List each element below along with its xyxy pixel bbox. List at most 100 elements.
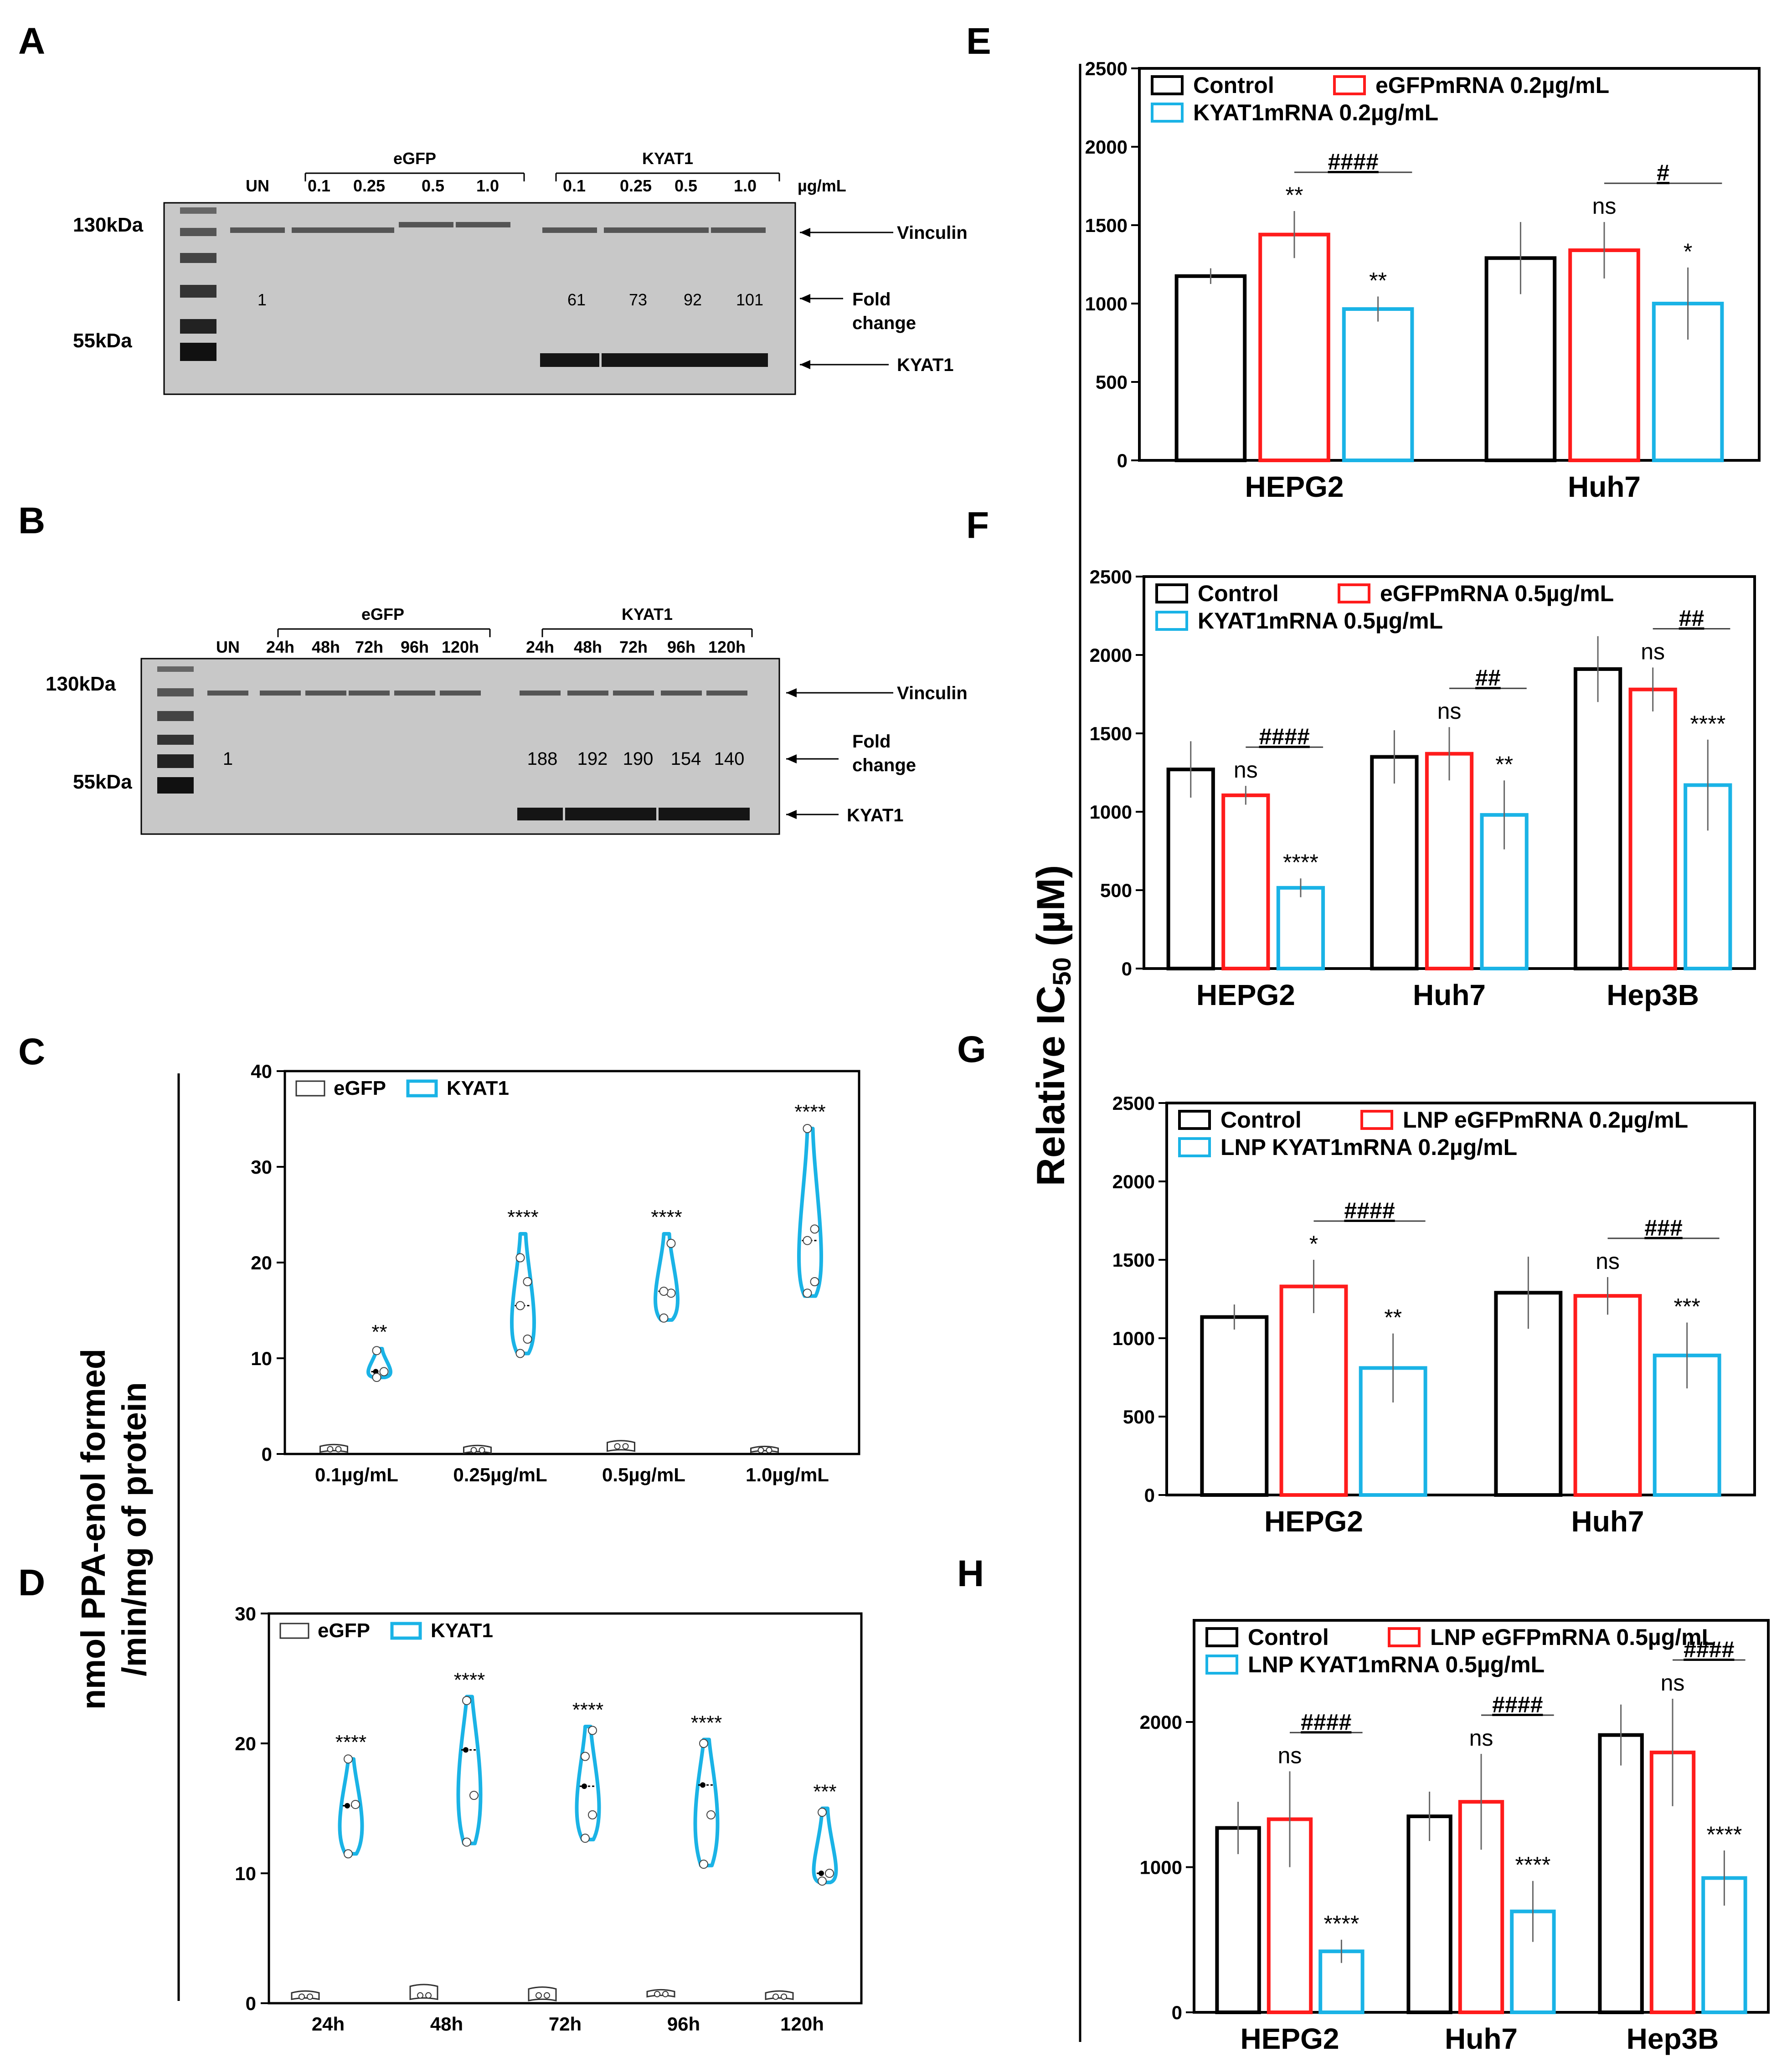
kyat1-bar	[1342, 307, 1414, 462]
legend-swatch-egfp	[279, 1623, 309, 1639]
x-category-label: Hep3B	[1607, 979, 1699, 1011]
vinculin-band	[349, 691, 390, 696]
chart-c: 0 10 20 30 40 0.1µg/mL ** 0.25µg/mL **** 0.5µg/mL…	[251, 1061, 860, 1485]
control-bar	[1215, 1826, 1261, 2014]
significance-kyat1: *	[1684, 239, 1692, 264]
x-tick-label: 1.0µg/mL	[746, 1464, 829, 1485]
kyat1-point	[588, 1810, 597, 1820]
blot-a-unit: µg/mL	[798, 176, 846, 195]
kyat1-point	[810, 1224, 819, 1234]
kyat1-band	[659, 808, 704, 820]
egfp-violin	[463, 1444, 492, 1454]
kyat1-point	[818, 1876, 827, 1886]
fold-change-value: 1	[257, 290, 267, 309]
ladder-band	[157, 711, 194, 721]
vinculin-band	[440, 691, 481, 696]
x-tick-label: 72h	[549, 2013, 582, 2035]
significance-kyat1: ****	[1283, 850, 1318, 875]
egfp-bar	[1628, 687, 1677, 971]
blot-b-lane-label: 48h	[312, 638, 340, 656]
legend-swatch-egfp	[295, 1080, 325, 1097]
significance-label: ****	[454, 1669, 485, 1691]
fold-change-value: 1	[223, 749, 233, 769]
panel-label-g: G	[957, 1029, 986, 1070]
legend-label-egfp: LNP eGFPmRNA 0.5µg/mL	[1430, 1624, 1715, 1650]
vinculin-band	[230, 227, 285, 233]
fold-change-value: 92	[684, 290, 702, 309]
significance-bracket: ####	[1344, 1198, 1395, 1223]
blot-b-lanes: UN 24h 48h 72h 96h 120h 24h 48h 72h 96h 120h	[207, 638, 750, 820]
y-tick-label: 30	[235, 1603, 256, 1624]
arrow-head-icon	[800, 294, 810, 303]
kyat1-band	[602, 353, 661, 367]
blot-b-lane-label: 24h	[266, 638, 294, 656]
y-tick-label: 1500	[1090, 723, 1132, 744]
egfp-point	[536, 1992, 542, 1999]
ladder-band	[180, 319, 216, 334]
egfp-point	[425, 1992, 432, 1999]
egfp-point	[781, 1993, 787, 2000]
x-category-label: HEPG2	[1196, 979, 1295, 1011]
y-tick-label: 0	[1144, 1485, 1155, 1506]
significance-egfp: ns	[1661, 1670, 1685, 1696]
x-tick-label: 0.25µg/mL	[453, 1464, 547, 1485]
vinculin-band	[661, 691, 702, 696]
blot-a-label-fold: Fold	[852, 289, 891, 309]
kyat1-point	[803, 1236, 812, 1245]
blot-a-lanes: UN 0.1 0.25 0.5 1.0 0.1 0.25 0.5 1.0	[230, 176, 768, 367]
blot-a-group-egfp: eGFP	[393, 149, 436, 168]
significance-egfp: **	[1286, 182, 1303, 208]
kyat1-point	[659, 1313, 669, 1323]
vinculin-band	[520, 691, 561, 696]
kyat1-band	[611, 808, 656, 820]
kyat1-violin	[510, 1232, 536, 1356]
panel-label-a: A	[18, 21, 45, 62]
blot-a-lane-label: 0.25	[620, 176, 652, 195]
significance-label: ***	[813, 1781, 836, 1803]
chart-h: 0 1000 2000 HEPG2 ns **** #### Huh7 ns **** #### He…	[1140, 1619, 1770, 2055]
vinculin-band	[399, 222, 453, 227]
panel-label-c: C	[18, 1031, 45, 1072]
vinculin-band	[260, 691, 301, 696]
x-tick-label: 48h	[430, 2013, 463, 2035]
legend-label-kyat1: KYAT1mRNA 0.2µg/mL	[1193, 100, 1438, 125]
blot-a-lane-label: 0.5	[675, 176, 697, 195]
kyat1-bar	[1276, 886, 1325, 970]
ladder-band	[157, 735, 194, 745]
plot-frame	[283, 1070, 860, 1455]
egfp-bar	[1279, 1284, 1348, 1497]
blot-b-label-kyat1: KYAT1	[847, 805, 904, 825]
vinculin-band	[456, 222, 510, 227]
kyat1-median-dot	[463, 1747, 469, 1753]
control-bar	[1174, 274, 1247, 462]
egfp-point	[757, 1447, 764, 1454]
egfp-point	[614, 1443, 621, 1450]
y-tick-label: 1000	[1112, 1328, 1155, 1349]
blot-a-lane-label: 1.0	[476, 176, 499, 195]
blot-b-mw-55: 55kDa	[73, 771, 132, 793]
control-bar	[1598, 1733, 1644, 2014]
blot-a-lane-label: 0.5	[422, 176, 444, 195]
panel-label-b: B	[18, 500, 45, 541]
blot-a-lane-label: 1.0	[734, 176, 757, 195]
kyat1-point	[523, 1277, 532, 1286]
y-tick-label: 2000	[1112, 1171, 1155, 1192]
significance-egfp: ns	[1278, 1742, 1302, 1768]
blot-a-mw-55: 55kDa	[73, 330, 132, 352]
legend-swatch-egfp	[1360, 1110, 1393, 1130]
vinculin-band	[340, 227, 394, 233]
y-tick-label: 1000	[1140, 1856, 1182, 1878]
y-tick-label: 0	[262, 1443, 272, 1465]
plot-frame	[268, 1612, 863, 2005]
legend-label-kyat1: LNP KYAT1mRNA 0.2µg/mL	[1220, 1134, 1517, 1160]
legend-swatch-control	[1178, 1110, 1211, 1130]
legend-label-kyat1: KYAT1	[431, 1619, 493, 1642]
panel-label-d: D	[18, 1562, 45, 1603]
kyat1-violin	[797, 1127, 824, 1298]
vinculin-band	[542, 227, 597, 233]
egfp-point	[417, 1992, 423, 1999]
control-bar	[1370, 755, 1419, 970]
blot-b-membrane	[140, 658, 780, 835]
kyat1-band	[540, 353, 599, 367]
y-tick-label: 10	[251, 1348, 272, 1369]
